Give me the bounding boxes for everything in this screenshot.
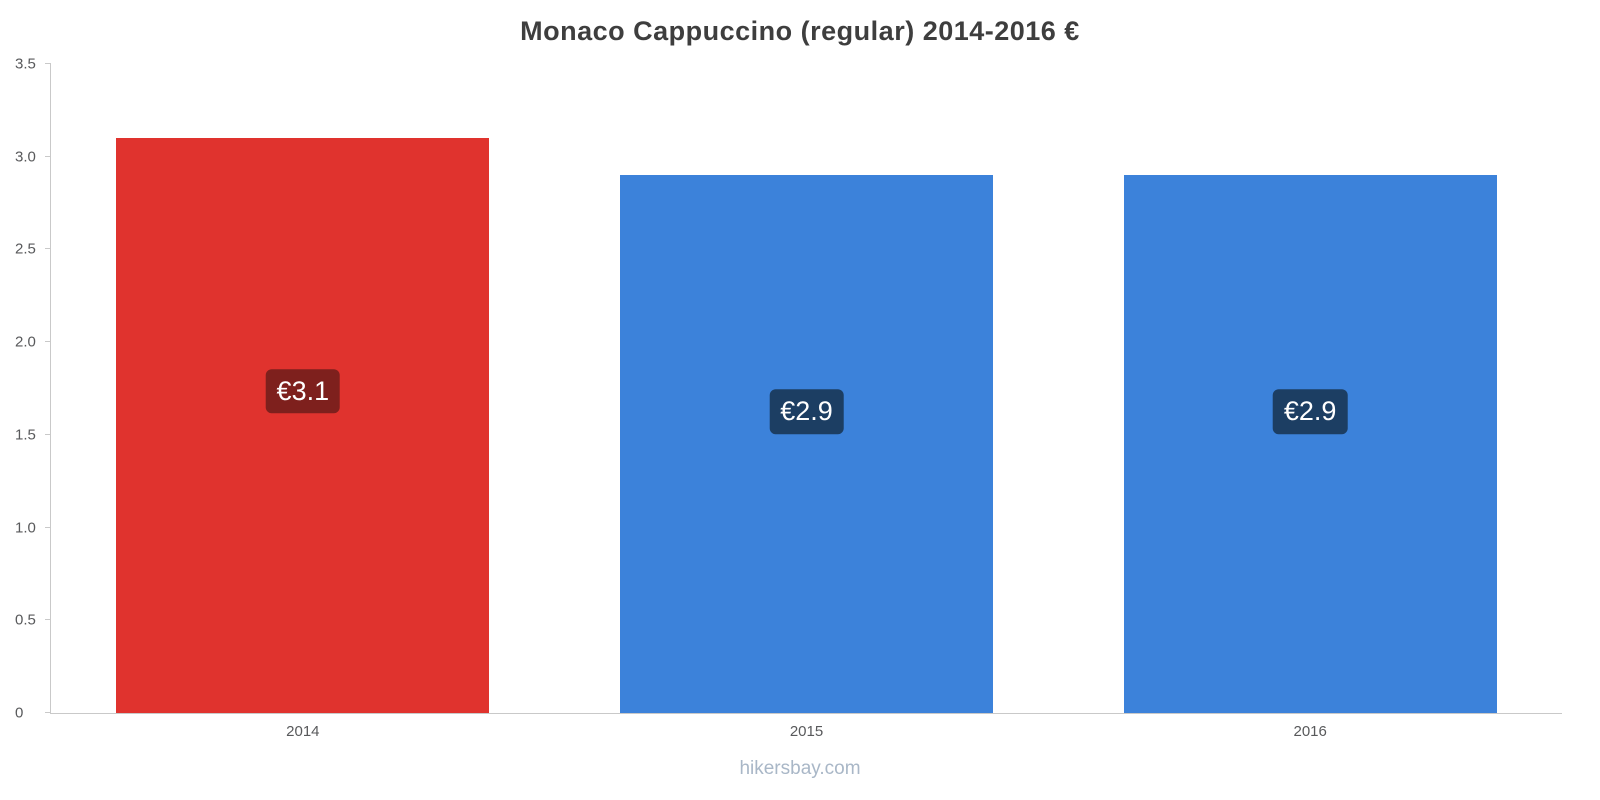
- bar-2014: €3.1: [116, 138, 490, 713]
- bar-slot-2015: €2.9 2015: [555, 64, 1059, 740]
- y-tick-label: 1.5: [15, 426, 36, 444]
- value-badge-2014: €3.1: [265, 368, 341, 414]
- watermark-hikersbay: hikersbay.com: [739, 758, 861, 779]
- y-tick-label: 0.5: [15, 611, 36, 629]
- x-tick-label: 2015: [789, 723, 824, 740]
- bar-2016: €2.9: [1123, 175, 1497, 713]
- plot-area: €3.1 2014 €2.9 2015 €2.9 2016: [51, 64, 1562, 740]
- value-badge-2016: €2.9: [1272, 389, 1348, 435]
- bar-chart: 0 0.5 1.0 1.5 2.0 2.5 3.0 3.5 €3.1 2014 €2.9 2015 €…: [15, 57, 1562, 740]
- x-tick-label: 2014: [286, 723, 320, 740]
- x-tick-label: 2016: [1293, 723, 1327, 740]
- y-tick-label: 2.0: [15, 333, 36, 351]
- chart-title: Monaco Cappuccino (regular) 2014-2016 €: [520, 16, 1080, 46]
- y-tick-label: 1.0: [15, 519, 36, 537]
- y-tick-label: 0: [15, 704, 24, 722]
- y-tick-label: 2.5: [15, 240, 36, 258]
- bar-slot-2014: €3.1 2014: [51, 64, 555, 740]
- bar-slot-2016: €2.9 2016: [1058, 64, 1562, 740]
- y-tick-label: 3.0: [15, 148, 36, 166]
- y-tick-label: 3.5: [15, 55, 36, 73]
- value-badge-2015: €2.9: [769, 389, 844, 435]
- bar-2015: €2.9: [620, 175, 993, 713]
